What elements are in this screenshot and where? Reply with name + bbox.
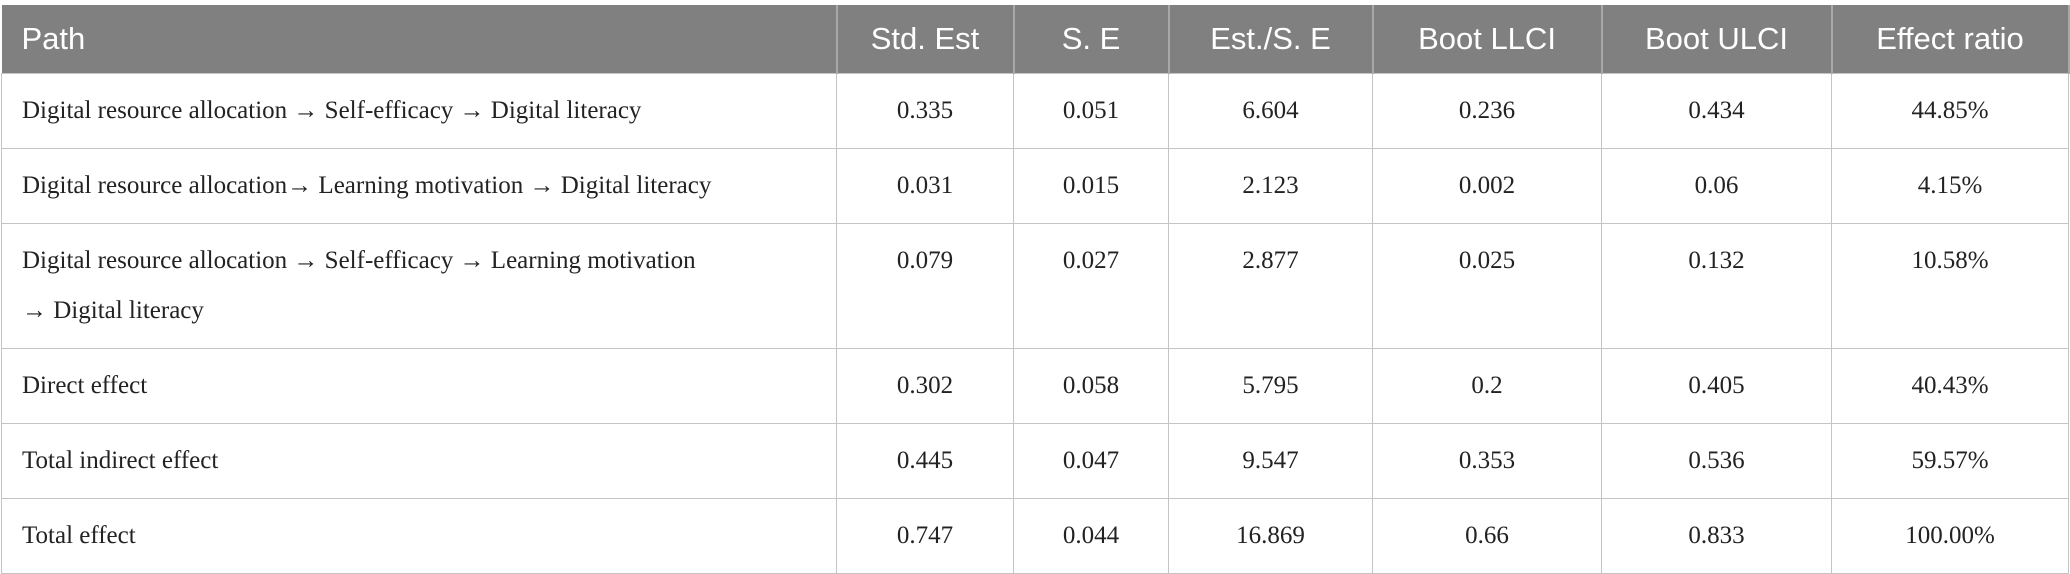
cell-boot-ulci: 0.06 [1601,148,1832,224]
cell-est-se: 9.547 [1168,423,1373,499]
cell-std-est: 0.302 [836,348,1014,424]
cell-std-est: 0.335 [836,73,1014,149]
header-row: Path Std. Est S. E Est./S. E Boot LLCI B… [1,5,2070,74]
cell-boot-ulci: 0.405 [1601,348,1832,424]
cell-se: 0.044 [1013,498,1169,574]
cell-effect-ratio: 100.00% [1831,498,2069,574]
cell-path: Digital resource allocation → Self-effic… [1,73,837,149]
table-row: Direct effect 0.302 0.058 5.795 0.2 0.405 40.4… [1,348,2069,424]
cell-boot-ulci: 0.132 [1601,223,1832,349]
header-path: Path [1,5,838,74]
header-effect-ratio: Effect ratio [1831,5,2070,74]
header-se: S. E [1013,5,1170,74]
cell-effect-ratio: 59.57% [1831,423,2069,499]
cell-boot-llci: 0.025 [1372,223,1602,349]
cell-est-se: 6.604 [1168,73,1373,149]
cell-est-se: 2.877 [1168,223,1373,349]
mediation-effects-table: Path Std. Est S. E Est./S. E Boot LLCI B… [1,5,2070,574]
cell-path: Total indirect effect [1,423,837,499]
cell-effect-ratio: 44.85% [1831,73,2069,149]
cell-boot-ulci: 0.536 [1601,423,1832,499]
header-boot-ulci: Boot ULCI [1601,5,1833,74]
cell-boot-ulci: 0.434 [1601,73,1832,149]
header-est-se: Est./S. E [1168,5,1374,74]
table-row: Digital resource allocation → Self-effic… [1,223,2069,349]
table-row: Total effect 0.747 0.044 16.869 0.66 0.833 100… [1,498,2069,574]
cell-se: 0.047 [1013,423,1169,499]
cell-est-se: 5.795 [1168,348,1373,424]
cell-std-est: 0.031 [836,148,1014,224]
table-row: Total indirect effect 0.445 0.047 9.547 0.35… [1,423,2069,499]
table-row: Digital resource allocation → Self-effic… [1,73,2069,149]
cell-std-est: 0.445 [836,423,1014,499]
header-boot-llci: Boot LLCI [1372,5,1603,74]
cell-se: 0.051 [1013,73,1169,149]
cell-se: 0.027 [1013,223,1169,349]
cell-se: 0.058 [1013,348,1169,424]
cell-effect-ratio: 4.15% [1831,148,2069,224]
cell-est-se: 2.123 [1168,148,1373,224]
header-std-est: Std. Est [836,5,1015,74]
cell-path: Direct effect [1,348,837,424]
cell-path: Total effect [1,498,837,574]
cell-boot-llci: 0.2 [1372,348,1602,424]
cell-boot-llci: 0.002 [1372,148,1602,224]
table-row: Digital resource allocation→ Learning mo… [1,148,2069,224]
cell-boot-llci: 0.236 [1372,73,1602,149]
cell-path: Digital resource allocation→ Learning mo… [1,148,837,224]
cell-boot-llci: 0.66 [1372,498,1602,574]
cell-effect-ratio: 10.58% [1831,223,2069,349]
cell-effect-ratio: 40.43% [1831,348,2069,424]
cell-boot-ulci: 0.833 [1601,498,1832,574]
cell-boot-llci: 0.353 [1372,423,1602,499]
cell-est-se: 16.869 [1168,498,1373,574]
cell-std-est: 0.747 [836,498,1014,574]
cell-path: Digital resource allocation → Self-effic… [1,223,837,349]
cell-std-est: 0.079 [836,223,1014,349]
cell-se: 0.015 [1013,148,1169,224]
